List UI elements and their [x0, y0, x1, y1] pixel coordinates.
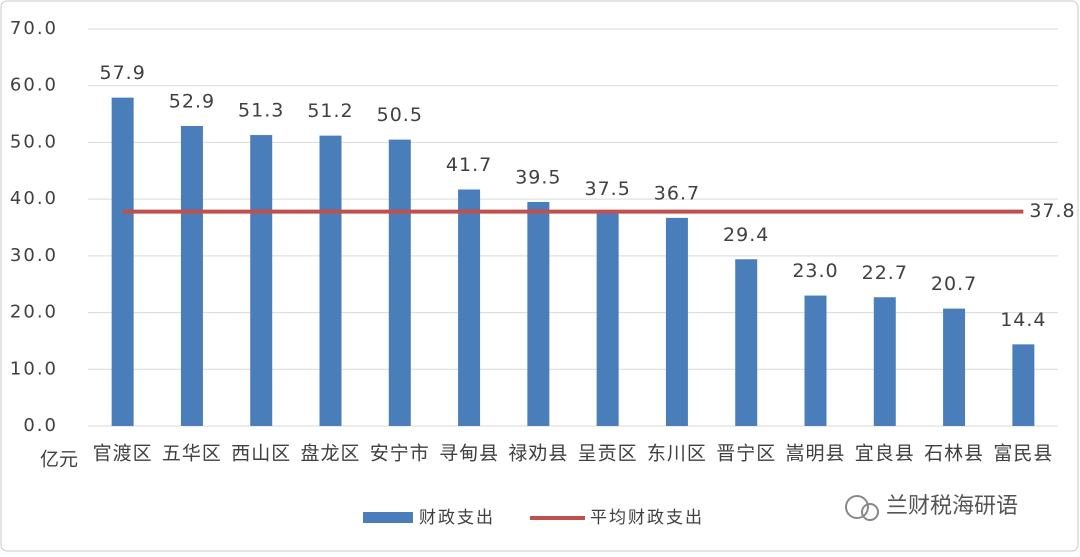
bar — [250, 135, 273, 426]
watermark-icon — [861, 503, 879, 521]
legend-swatch — [363, 512, 413, 523]
data-label: 29.4 — [723, 224, 769, 246]
x-tick-label: 东川区 — [647, 443, 707, 465]
bar — [180, 125, 203, 426]
data-label: 36.7 — [654, 182, 700, 204]
bar — [111, 97, 134, 427]
x-tick-label: 五华区 — [162, 443, 222, 465]
bar — [596, 213, 619, 426]
x-tick-label: 寻甸县 — [439, 443, 499, 465]
y-tick-label: 30.0 — [10, 245, 58, 266]
bar — [804, 295, 827, 426]
x-tick-label: 嵩明县 — [785, 443, 845, 465]
data-label: 41.7 — [446, 154, 492, 176]
data-label: 23.0 — [792, 260, 838, 282]
bar — [665, 217, 688, 426]
data-label: 37.5 — [584, 178, 630, 200]
data-label: 51.2 — [307, 100, 353, 122]
y-tick-label: 0.0 — [23, 415, 58, 436]
y-tick-label: 60.0 — [10, 75, 58, 96]
data-label: 52.9 — [169, 90, 215, 112]
x-tick-label: 官渡区 — [93, 443, 153, 465]
x-tick-label: 安宁市 — [370, 443, 430, 465]
data-label: 39.5 — [515, 166, 561, 188]
data-label: 57.9 — [99, 62, 145, 84]
x-tick-label: 呈贡区 — [578, 443, 638, 465]
bar — [388, 139, 411, 427]
x-tick-label: 晋宁区 — [716, 443, 776, 465]
data-label: 50.5 — [377, 104, 423, 126]
bar — [1012, 344, 1035, 426]
watermark-icon — [845, 495, 869, 519]
bar — [873, 297, 896, 426]
watermark: 兰财税海研语 — [886, 494, 1018, 519]
bar — [527, 201, 550, 426]
y-tick-label: 10.0 — [10, 358, 58, 379]
x-tick-label: 石林县 — [924, 443, 984, 465]
data-label: 22.7 — [862, 262, 908, 284]
y-axis-label: 亿元 — [40, 449, 78, 471]
x-tick-label: 宜良县 — [855, 443, 915, 465]
data-label: 51.3 — [238, 100, 284, 122]
y-tick-label: 70.0 — [10, 18, 58, 39]
data-label: 20.7 — [931, 273, 977, 295]
watermark-group: 兰财税海研语 — [845, 494, 1018, 521]
bar — [319, 135, 342, 426]
y-tick-label: 50.0 — [10, 131, 58, 152]
data-label: 37.8 — [1029, 200, 1075, 222]
x-tick-label: 富民县 — [993, 443, 1053, 465]
bar — [458, 189, 481, 426]
bar — [735, 259, 758, 426]
legend-label: 平均财政支出 — [590, 508, 704, 528]
y-tick-label: 40.0 — [10, 188, 58, 209]
x-tick-label: 西山区 — [231, 443, 291, 465]
bar — [943, 308, 966, 426]
x-tick-label: 盘龙区 — [300, 443, 360, 465]
legend-label: 财政支出 — [419, 508, 495, 528]
data-label: 14.4 — [1000, 309, 1046, 331]
x-tick-label: 禄劝县 — [508, 443, 568, 465]
y-tick-label: 20.0 — [10, 302, 58, 323]
